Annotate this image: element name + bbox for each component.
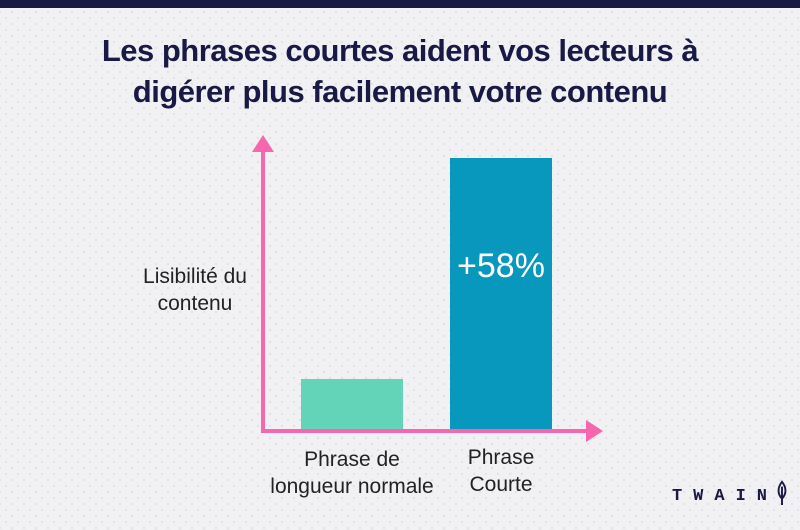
y-axis-arrow-icon: [252, 135, 274, 152]
leaf-icon: [774, 480, 790, 511]
x-label-normal-line-1: Phrase de: [304, 448, 400, 471]
x-axis-line: [261, 429, 588, 433]
brand-logo: TWAIN: [630, 480, 790, 511]
y-axis-label: Lisibilité du contenu: [118, 263, 272, 317]
y-axis-line: [261, 150, 265, 433]
x-label-short-line-1: Phrase: [467, 446, 535, 469]
x-axis-label-short-phrase: Phrase Courte: [401, 444, 601, 498]
bar-normal-phrase: [301, 379, 403, 429]
brand-name: TWAIN: [671, 487, 778, 506]
title-line-1: Les phrases courtes aident vos lecteurs …: [101, 33, 699, 68]
x-axis-label-normal-phrase: Phrase de longueur normale: [252, 446, 452, 500]
x-axis-arrow-icon: [586, 420, 603, 442]
title-line-2: digérer plus facilement votre contenu: [132, 74, 668, 109]
page-title: Les phrases courtes aident vos lecteurs …: [0, 30, 800, 112]
x-label-short-line-2: Courte: [469, 473, 533, 496]
y-axis-label-line-1: Lisibilité du: [143, 265, 247, 288]
y-axis-label-line-2: contenu: [157, 292, 233, 315]
bar-value-label: +58%: [457, 247, 545, 285]
top-border: [0, 0, 800, 8]
x-label-normal-line-2: longueur normale: [270, 475, 434, 498]
bar-short-phrase: +58%: [450, 158, 552, 429]
